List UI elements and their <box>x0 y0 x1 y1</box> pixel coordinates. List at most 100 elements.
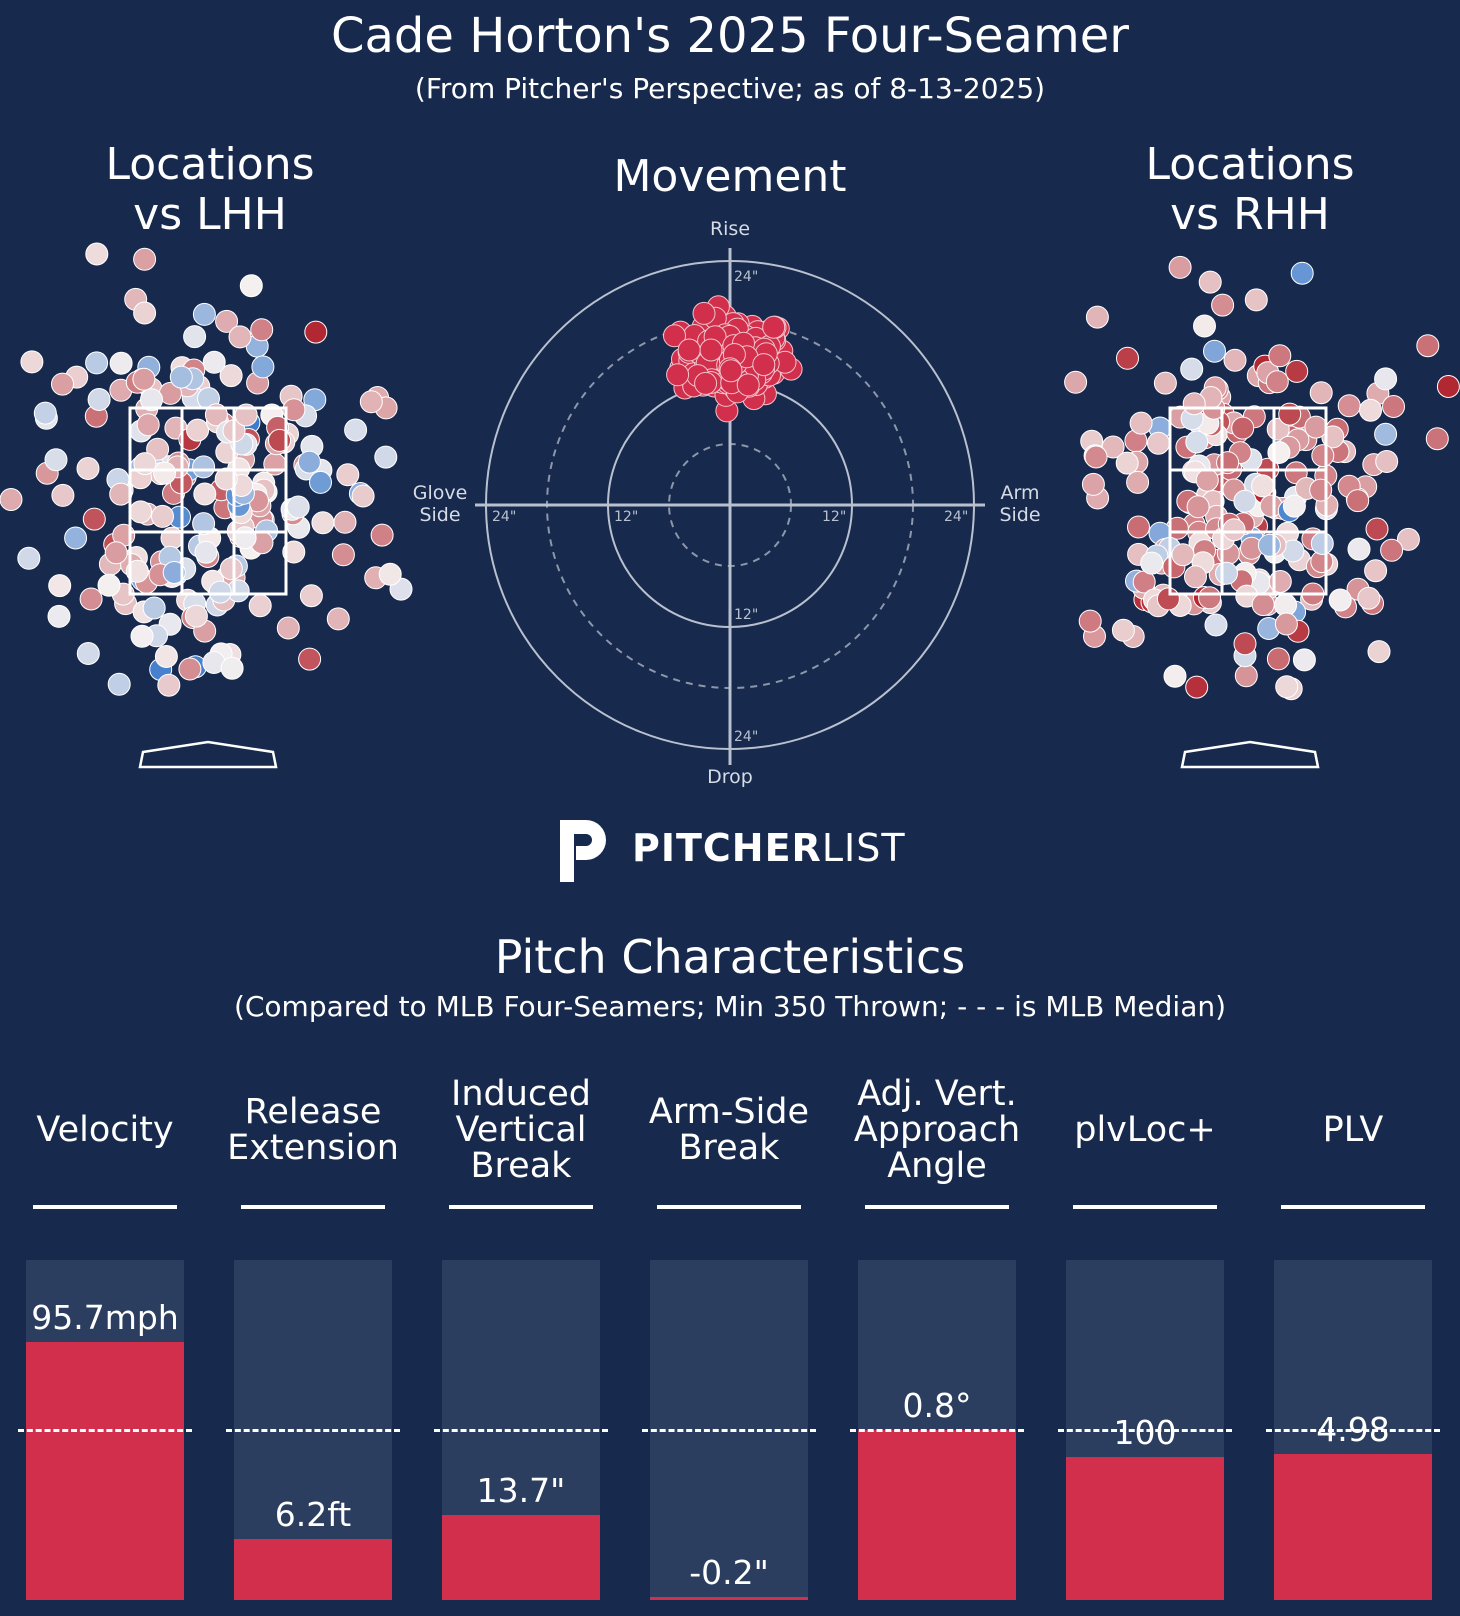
metric-label-line: plvLoc+ <box>1074 1110 1216 1150</box>
pitch-location-point <box>51 372 74 396</box>
pitch-location-point <box>220 656 244 680</box>
metric-label: plvLoc+ <box>1041 1070 1249 1190</box>
pitch-location-point <box>1416 334 1440 358</box>
ring-label-24-bottom: 24" <box>734 729 758 745</box>
ring-label-24-left: 24" <box>492 509 516 525</box>
lhh-title-line2: vs LHH <box>133 189 287 240</box>
movement-plot: 24" 24" 12" 24" 12" 12" 24" <box>475 248 985 765</box>
lhh-title-line1: Locations <box>105 139 315 190</box>
ring-label-12-bottom: 12" <box>734 607 758 623</box>
pitch-location-point <box>44 448 68 472</box>
axis-label-arm-side-2: Side <box>999 504 1041 526</box>
pitch-location-point <box>1186 495 1210 519</box>
pitch-location-point <box>153 461 177 485</box>
pitch-location-point <box>1168 255 1192 279</box>
pitch-location-point <box>370 523 394 547</box>
pitcherlist-wordmark: PITCHERLIST <box>632 826 906 870</box>
pitch-location-point <box>1337 394 1361 418</box>
pitch-location-point <box>1278 402 1302 426</box>
movement-point <box>699 338 723 362</box>
metric-label: Arm-Side Break <box>625 1070 833 1190</box>
pitch-location-point <box>1222 518 1246 542</box>
pitch-location-point <box>1084 445 1108 469</box>
metric-label-line: Break <box>470 1146 572 1186</box>
pitch-location-point <box>85 242 109 266</box>
pitch-location-point <box>1304 415 1328 439</box>
pitch-location-point <box>192 512 216 536</box>
metric-label: PLV <box>1249 1070 1457 1190</box>
pitch-location-point <box>1425 427 1449 451</box>
axis-label-glove-side-2: Side <box>419 504 461 526</box>
metric-label: Adj. Vert. Approach Angle <box>833 1070 1041 1190</box>
pitch-location-point <box>1257 533 1281 557</box>
pitch-location-point <box>1290 261 1314 285</box>
pitch-location-point <box>1436 375 1460 398</box>
pitch-location-point <box>1215 561 1238 585</box>
pitch-location-point <box>215 309 239 333</box>
pitch-location-point <box>192 302 216 326</box>
metric-label-line: Release <box>244 1092 382 1132</box>
metric-label-line: Arm-Side <box>648 1092 810 1132</box>
pitch-location-point <box>1309 381 1333 405</box>
metric-label-lines: Arm-Side Break <box>649 1094 809 1166</box>
metric-value: 4.98 <box>1316 1409 1390 1449</box>
pitch-location-point <box>378 562 402 586</box>
pitch-location-point <box>1126 470 1150 494</box>
pitch-location-point <box>133 301 157 325</box>
metric-median-line <box>850 1429 1024 1432</box>
pitch-location-point <box>160 526 184 550</box>
pitch-location-point <box>1367 640 1391 664</box>
metric-label-line: Velocity <box>36 1110 174 1150</box>
pitch-location-point <box>1251 474 1275 498</box>
metric-label-rule <box>657 1205 801 1209</box>
metric-label-line: PLV <box>1322 1110 1384 1150</box>
pitch-location-point <box>1359 398 1382 422</box>
pitch-location-point <box>1267 441 1291 464</box>
pitch-location-point <box>130 624 154 648</box>
metric-median-line <box>642 1429 816 1432</box>
pitch-location-point <box>1328 588 1352 612</box>
metric-value: 13.7" <box>476 1471 566 1510</box>
pitch-location-point <box>132 367 156 391</box>
pitch-location-point <box>125 559 149 583</box>
chart-subtitle: (From Pitcher's Perspective; as of 8-13-… <box>414 72 1046 105</box>
metric-label-lines: plvLoc+ <box>1074 1112 1216 1148</box>
pitch-location-point <box>1198 270 1222 294</box>
pitch-location-point <box>276 616 300 640</box>
pitch-location-point <box>251 355 275 379</box>
metric-median-line <box>18 1429 192 1432</box>
movement-point <box>663 324 686 348</box>
metric-median-line <box>434 1429 608 1432</box>
pitch-location-point <box>1111 618 1135 642</box>
rhh-title: Locations vs RHH <box>1100 140 1400 240</box>
pitch-location-point <box>336 463 360 487</box>
metric-label-rule <box>241 1205 385 1209</box>
pitch-location-point <box>1129 411 1153 435</box>
metric-bar-fill <box>650 1596 808 1600</box>
pitch-location-point <box>1309 478 1333 502</box>
pitch-location-point <box>157 673 181 697</box>
pitch-location-point <box>33 401 57 425</box>
pitch-location-point <box>1234 664 1258 688</box>
pitch-location-point <box>1274 612 1298 636</box>
ring-label-24-right: 24" <box>944 509 968 525</box>
movement-point <box>736 373 760 397</box>
pitch-location-point <box>208 580 232 604</box>
pitch-location-point <box>151 504 174 528</box>
pitch-location-point <box>1233 632 1257 656</box>
rhh-title-line2: vs RHH <box>1170 189 1330 240</box>
pitch-location-point <box>297 450 321 474</box>
movement-point <box>719 359 743 383</box>
metric-bar-fill <box>234 1538 392 1600</box>
pitch-location-point <box>1163 664 1187 688</box>
axis-label-glove: Glove <box>412 482 468 504</box>
pitch-location-point <box>1292 648 1316 672</box>
pitch-location-point <box>107 672 131 696</box>
pitch-location-point <box>186 418 210 442</box>
pitch-location-point <box>250 318 274 342</box>
pitch-location-point <box>1380 538 1404 562</box>
pitch-location-point <box>1140 551 1164 575</box>
metric-label-rule <box>1073 1205 1217 1209</box>
metric-label-line: Approach <box>853 1110 1021 1150</box>
metric-label-line: Induced <box>451 1074 591 1114</box>
